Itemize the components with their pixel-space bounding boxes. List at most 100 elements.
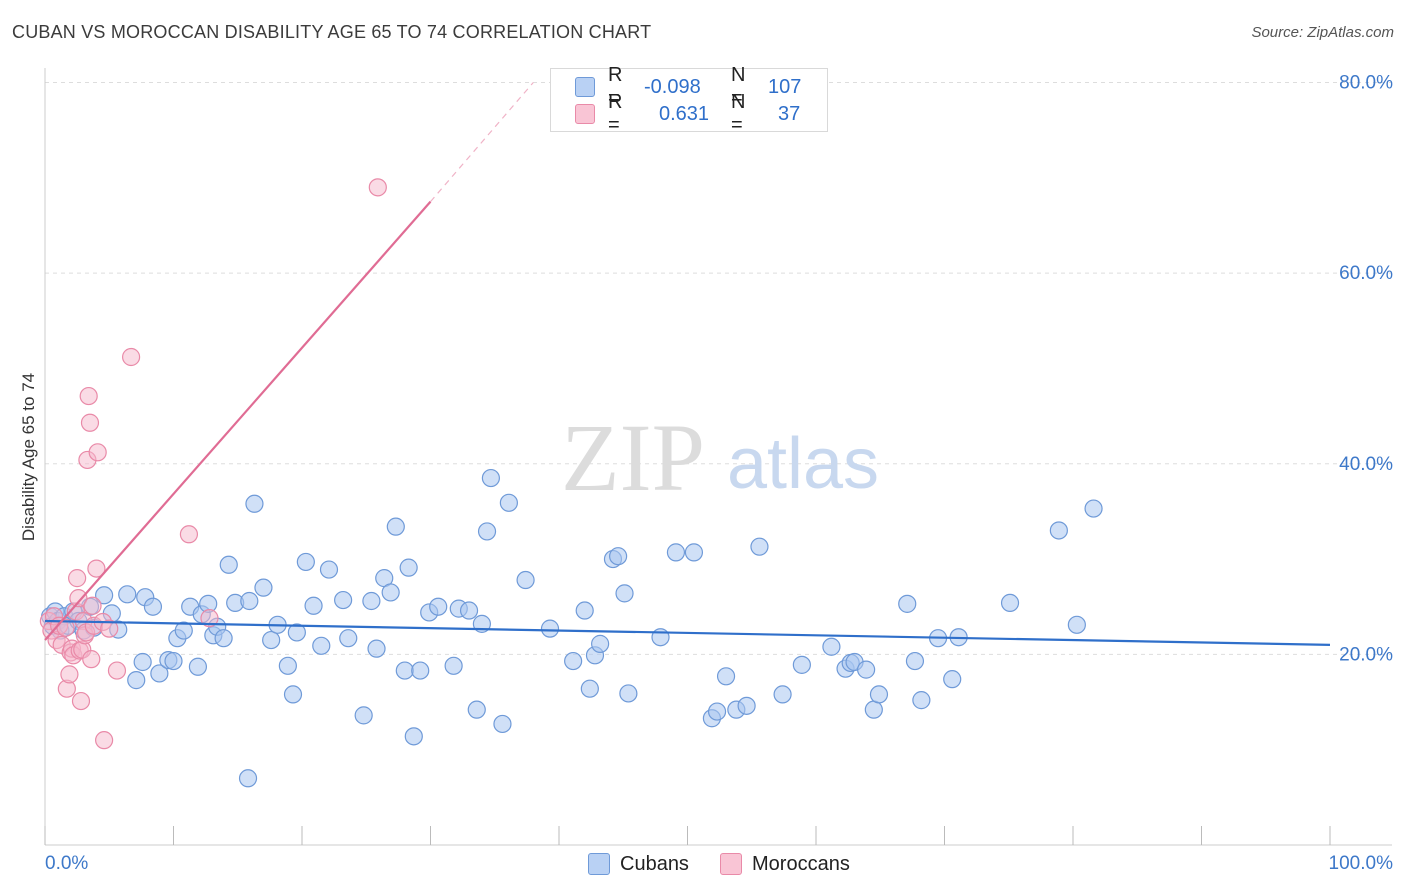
cuban-point — [283, 685, 303, 704]
moroccan-point — [80, 413, 100, 432]
moroccan-point — [68, 569, 87, 588]
cuban-point — [1067, 615, 1086, 634]
cuban-point — [312, 636, 331, 655]
cuban-point — [444, 656, 463, 675]
cuban-point — [188, 657, 208, 676]
cuban-point — [905, 651, 925, 671]
cuban-point — [1049, 521, 1068, 540]
watermark-zip: ZIP — [561, 404, 705, 511]
moroccan-point — [107, 661, 127, 680]
y-tick-label: 60.0% — [1339, 263, 1393, 284]
cuban-point — [214, 629, 233, 648]
moroccan-point — [121, 347, 141, 367]
cuban-point — [354, 706, 373, 725]
moroccans-trend-line — [44, 200, 432, 641]
cuban-point — [943, 670, 962, 689]
moroccan-point — [368, 178, 387, 197]
cuban-point — [334, 590, 353, 610]
cuban-point — [499, 493, 518, 512]
cuban-point — [339, 629, 358, 648]
cuban-point — [395, 661, 414, 680]
legend-label-cubans: Cubans — [620, 852, 689, 875]
cuban-point — [164, 651, 183, 671]
cuban-point — [822, 637, 841, 656]
cuban-point — [367, 639, 386, 658]
cuban-point — [118, 585, 137, 604]
x-tick-label: 100.0% — [1329, 853, 1394, 874]
cuban-point — [278, 656, 297, 675]
cuban-point — [857, 660, 876, 679]
cuban-point — [1084, 499, 1103, 518]
y-tick-label: 80.0% — [1339, 73, 1393, 94]
cuban-point — [707, 702, 727, 721]
cuban-point — [399, 558, 418, 577]
cuban-point — [287, 623, 306, 642]
cuban-point — [716, 667, 736, 686]
moroccan-point — [82, 650, 101, 669]
axes — [44, 68, 1392, 846]
moroccan-point — [179, 525, 199, 544]
moroccan-point — [60, 665, 79, 684]
y-tick-label: 40.0% — [1339, 454, 1393, 475]
cubans-trend-line — [44, 619, 1331, 646]
moroccans-swatch — [575, 104, 595, 124]
chart-title: CUBAN VS MOROCCAN DISABILITY AGE 65 TO 7… — [12, 22, 652, 42]
cuban-point — [477, 522, 497, 541]
trend-lines — [44, 82, 1331, 646]
watermark-atlas: atlas — [727, 424, 879, 504]
cubans-swatch — [575, 77, 595, 97]
r-value: -0.098 — [644, 75, 701, 98]
moroccan-point — [100, 619, 119, 638]
cuban-point — [219, 555, 238, 574]
n-label: N = — [731, 64, 746, 109]
y-tick-label: 20.0% — [1339, 644, 1393, 665]
n-label: N = — [731, 91, 746, 136]
cuban-point — [245, 494, 264, 513]
moroccans-swatch — [720, 853, 742, 875]
cubans-swatch — [588, 853, 610, 875]
cuban-point — [127, 671, 146, 690]
cuban-point — [133, 652, 152, 672]
cuban-point — [95, 586, 114, 605]
moroccan-point — [69, 589, 88, 608]
n-value: 107 — [768, 75, 802, 98]
moroccan-point — [79, 386, 98, 406]
cuban-point — [666, 543, 686, 562]
cuban-point — [864, 700, 883, 719]
legend-item-cubans: Cubans — [588, 852, 689, 876]
watermark: ZIP atlas — [561, 404, 879, 511]
cuban-point — [467, 700, 486, 719]
moroccan-point — [88, 443, 107, 462]
cuban-point — [898, 594, 917, 613]
moroccans-trend-extension — [430, 82, 534, 203]
cuban-point — [912, 691, 931, 710]
cuban-point — [1000, 593, 1020, 613]
source-label: Source: ZipAtlas.com — [1251, 24, 1394, 41]
moroccan-point — [83, 596, 102, 615]
cuban-point — [575, 601, 594, 620]
cuban-point — [411, 661, 430, 680]
n-value: 37 — [778, 102, 801, 125]
correlation-legend: R = -0.098 N = 107 R = 0.631 N = 37 — [550, 64, 828, 136]
cuban-point — [262, 630, 281, 650]
moroccan-point — [200, 609, 219, 628]
legend-item-moroccans: Moroccans — [720, 852, 850, 876]
moroccan-point — [71, 691, 91, 711]
cuban-point — [362, 591, 381, 611]
cuban-point — [684, 543, 704, 562]
r-label: R = — [608, 64, 623, 109]
cuban-point — [737, 696, 756, 715]
cuban-point — [254, 578, 273, 597]
cuban-point — [792, 655, 811, 674]
cuban-point — [750, 537, 769, 556]
r-value: 0.631 — [659, 102, 710, 125]
cuban-point — [429, 597, 448, 616]
cuban-point — [404, 727, 423, 746]
cuban-point — [540, 619, 560, 638]
tick-labels: 20.0% 40.0% 60.0% 80.0% 0.0% 100.0% — [45, 73, 1393, 875]
moroccan-point — [87, 559, 106, 578]
cuban-point — [580, 679, 599, 698]
cuban-point — [869, 685, 889, 704]
cubans-points — [41, 468, 1103, 788]
